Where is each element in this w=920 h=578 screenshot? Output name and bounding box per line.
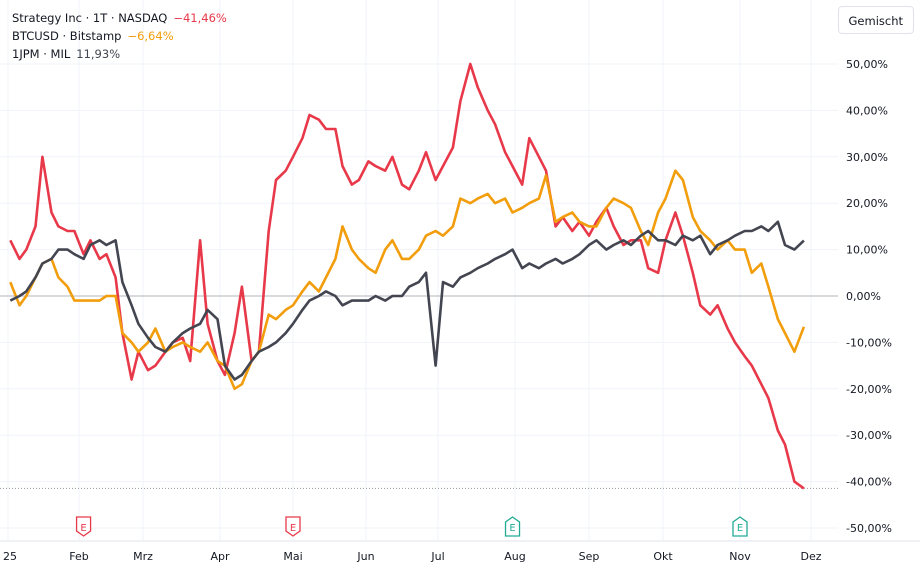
y-tick-label: 50,00% [846, 58, 888, 71]
y-tick-label: -40,00% [846, 476, 892, 489]
series-line-2 [9, 220, 805, 381]
y-tick-label: 20,00% [846, 197, 888, 210]
earnings-marker-label: E [80, 523, 86, 534]
x-tick-label: Mrz [133, 550, 153, 563]
earnings-marker-label: E [290, 523, 296, 534]
legend-item-strategy[interactable]: Strategy Inc · 1T · NASDAQ −41,46% [12, 9, 227, 27]
earnings-marker-label: E [737, 523, 743, 534]
x-tick-label: Mai [283, 550, 302, 563]
legend-label: BTCUSD · Bitstamp [12, 29, 122, 43]
y-tick-label: -20,00% [846, 383, 892, 396]
y-tick-label: -10,00% [846, 336, 892, 349]
legend-item-1jpm[interactable]: 1JPM · MIL 11,93% [12, 45, 227, 63]
legend-value: 11,93% [76, 47, 121, 61]
x-tick-label: Jun [356, 550, 374, 563]
legend-value: −41,46% [173, 11, 227, 25]
y-tick-label: 0,00% [846, 290, 881, 303]
earnings-marker-shape [285, 516, 301, 537]
y-tick-label: 10,00% [846, 244, 888, 257]
earnings-marker-shape [504, 516, 521, 537]
x-tick-label: Aug [504, 550, 525, 563]
x-tick-label: Feb [69, 550, 88, 563]
earnings-marker-shape [732, 516, 748, 537]
legend-label: 1JPM · MIL [12, 47, 71, 61]
y-tick-label: -50,00% [846, 522, 892, 535]
x-tick-label: Dez [800, 550, 821, 563]
series-line-1 [9, 169, 806, 391]
legend: Strategy Inc · 1T · NASDAQ −41,46% BTCUSD… [12, 9, 227, 63]
earnings-marker[interactable]: E [285, 516, 301, 537]
y-tick-label: 40,00% [846, 104, 888, 117]
legend-item-btcusd[interactable]: BTCUSD · Bitstamp −6,64% [12, 27, 227, 45]
earnings-marker[interactable]: E [504, 516, 521, 537]
x-tick-label: Nov [729, 550, 751, 563]
earnings-marker-shape [75, 516, 92, 537]
series-line-0 [9, 62, 805, 490]
y-tick-label: -30,00% [846, 429, 892, 442]
x-tick-label: Okt [653, 550, 673, 563]
earnings-marker-label: E [509, 523, 515, 534]
legend-label: Strategy Inc · 1T · NASDAQ [12, 11, 168, 25]
legend-value: −6,64% [127, 29, 174, 43]
x-tick-label: Apr [210, 550, 230, 563]
x-tick-label: Sep [579, 550, 600, 563]
earnings-marker[interactable]: E [75, 516, 92, 537]
y-tick-label: 30,00% [846, 151, 888, 164]
scale-mode-button[interactable]: Gemischt [837, 6, 914, 34]
earnings-marker[interactable]: E [732, 516, 748, 537]
x-tick-label: 25 [3, 550, 17, 563]
x-tick-label: Jul [430, 550, 444, 563]
